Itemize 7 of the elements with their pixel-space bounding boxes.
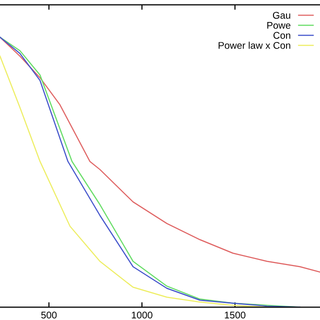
legend-label: Powe xyxy=(267,22,290,29)
x-tick-label: 1000 xyxy=(132,312,152,319)
legend-label: Con xyxy=(273,32,290,39)
x-tick-label: 500 xyxy=(41,312,57,319)
x-tick-label: 1500 xyxy=(224,312,246,319)
legend-label: Gau xyxy=(272,12,290,19)
legend-label: Power law x Con xyxy=(218,42,290,49)
